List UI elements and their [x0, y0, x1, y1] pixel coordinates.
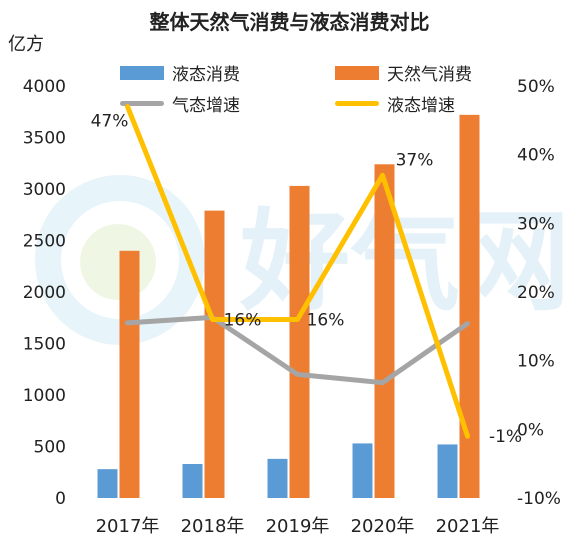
watermark-logo-core — [80, 224, 156, 300]
bar-liquid — [97, 469, 118, 498]
y-tick-label-left: 500 — [34, 438, 66, 458]
legend-label-gas: 天然气消费 — [387, 65, 472, 85]
legend-item-liquid: 液态消费 — [120, 60, 240, 85]
legend-label-gas-growth: 气态增速 — [172, 96, 240, 116]
legend-label-liquid-growth: 液态增速 — [387, 96, 455, 116]
y-tick-label-right: 30% — [517, 214, 555, 234]
y-tick-label-right: -10% — [517, 489, 561, 509]
x-tick-label: 2020年 — [351, 516, 415, 537]
y-tick-label-left: 0 — [55, 489, 66, 509]
y-tick-label-right: 10% — [517, 352, 555, 372]
bar-gas — [459, 114, 480, 498]
y-tick-label-right: 0% — [517, 420, 544, 440]
x-tick-label: 2018年 — [181, 516, 245, 537]
legend-swatch-liquid-growth — [335, 101, 379, 106]
line-gas-growth — [125, 314, 470, 386]
data-label-liquid-growth: 47% — [91, 112, 129, 132]
legend-item-gas-growth: 气态增速 — [120, 91, 240, 116]
line-liquid-growth — [125, 104, 470, 439]
y-tick-label-right: 20% — [517, 283, 555, 303]
legend-item-gas: 天然气消费 — [335, 60, 472, 85]
chart-title: 整体天然气消费与液态消费对比 — [149, 10, 430, 34]
bar-liquid — [267, 458, 288, 498]
y-tick-label-left: 3500 — [23, 129, 66, 149]
legend-swatch-gas-growth — [120, 101, 164, 106]
x-tick-label: 2017年 — [96, 516, 160, 537]
legend-swatch-liquid — [120, 65, 164, 80]
data-label-liquid-growth: 16% — [307, 310, 345, 330]
y-tick-label-right: 50% — [517, 77, 555, 97]
y-axis-label: 亿方 — [8, 34, 44, 55]
y-tick-label-left: 2500 — [23, 232, 66, 252]
data-label-liquid-growth: -1% — [489, 427, 522, 447]
y-tick-label-right: 40% — [517, 146, 555, 166]
bar-liquid — [437, 444, 458, 498]
legend-swatch-gas — [335, 65, 379, 80]
bar-gas — [204, 210, 225, 498]
bar-liquid — [352, 443, 373, 498]
y-tick-label-left: 3000 — [23, 180, 66, 200]
legend-item-liquid-growth: 液态增速 — [335, 91, 455, 116]
legend-label-liquid: 液态消费 — [172, 65, 240, 85]
y-tick-label-left: 4000 — [23, 77, 66, 97]
y-tick-label-left: 2000 — [23, 283, 66, 303]
x-tick-label: 2021年 — [436, 516, 500, 537]
x-tick-label: 2019年 — [266, 516, 330, 537]
bar-gas — [289, 185, 310, 498]
bar-gas — [374, 164, 395, 498]
data-label-liquid-growth: 37% — [396, 150, 434, 170]
data-label-liquid-growth: 16% — [224, 310, 262, 330]
y-tick-label-left: 1500 — [23, 335, 66, 355]
bar-liquid — [182, 464, 203, 498]
bar-gas — [119, 250, 140, 498]
y-tick-label-left: 1000 — [23, 386, 66, 406]
